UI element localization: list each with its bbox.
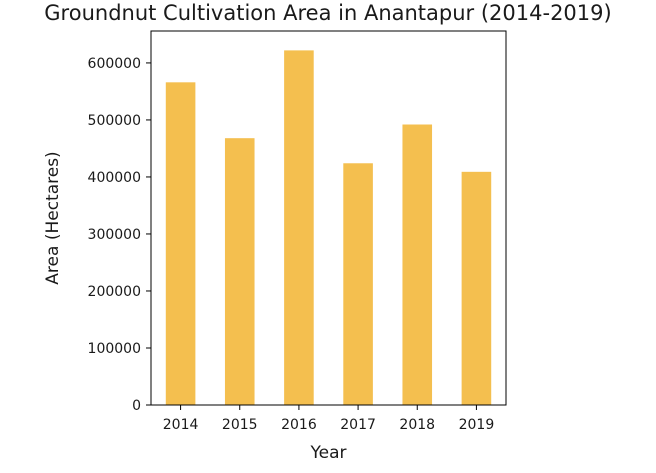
x-tick-label: 2017 bbox=[340, 417, 376, 433]
y-tick-label: 300000 bbox=[88, 227, 141, 243]
bar-2016 bbox=[284, 50, 314, 405]
y-axis-ticks: 0 100000 200000 300000 400000 500000 600000 bbox=[88, 56, 151, 414]
x-tick-label: 2019 bbox=[459, 417, 495, 433]
x-tick-label: 2016 bbox=[281, 417, 317, 433]
x-tick-label: 2015 bbox=[222, 417, 258, 433]
x-axis-ticks: 2014 2015 2016 2017 2018 2019 bbox=[163, 405, 494, 433]
y-tick-label: 100000 bbox=[88, 341, 141, 357]
x-tick-label: 2018 bbox=[399, 417, 435, 433]
y-tick-label: 400000 bbox=[88, 170, 141, 186]
y-tick-label: 0 bbox=[132, 398, 141, 414]
y-tick-label: 500000 bbox=[88, 113, 141, 129]
bars-layer bbox=[165, 50, 492, 405]
y-tick-label: 200000 bbox=[88, 284, 141, 300]
x-axis-label: Year bbox=[310, 443, 347, 463]
bar-2017 bbox=[343, 163, 373, 405]
bar-2018 bbox=[402, 124, 433, 405]
plot-frame bbox=[150, 30, 507, 406]
bar-2015 bbox=[224, 138, 255, 405]
y-tick-label: 600000 bbox=[88, 56, 141, 72]
bar-2014 bbox=[165, 82, 196, 405]
chart-title: Groundnut Cultivation Area in Anantapur … bbox=[44, 1, 611, 25]
x-tick-label: 2014 bbox=[163, 417, 199, 433]
y-axis-label: Area (Hectares) bbox=[43, 151, 63, 284]
bar-2019 bbox=[461, 171, 492, 405]
